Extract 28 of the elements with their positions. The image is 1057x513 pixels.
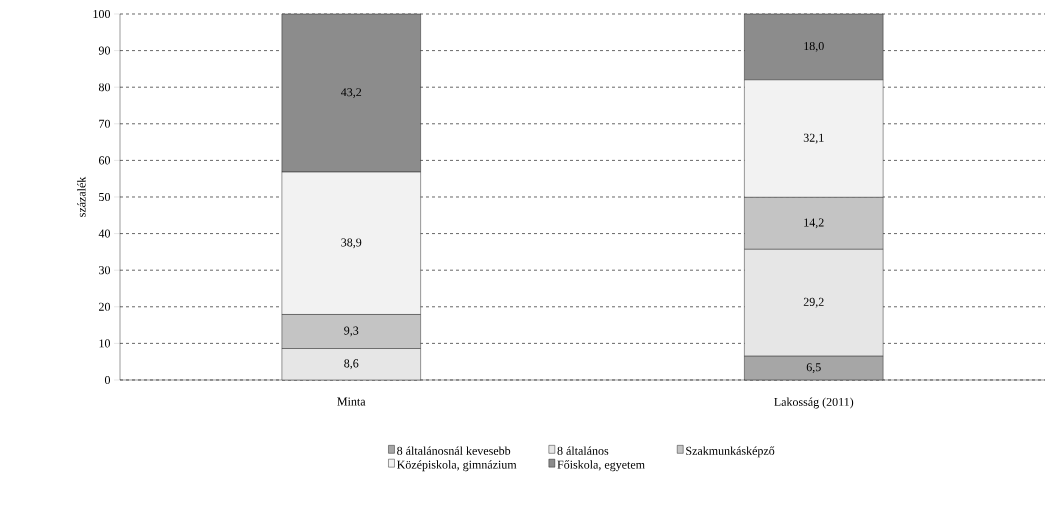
y-tick-label: 10 [99, 339, 111, 348]
x-tick-label: Lakosság (2011) [774, 397, 854, 409]
x-tick-label: Minta [337, 397, 366, 406]
y-tick-label: 80 [98, 83, 111, 92]
data-label: 9,3 [344, 326, 359, 337]
y-tick-label: 100 [93, 9, 111, 19]
y-tick-label: 50 [99, 192, 111, 202]
legend-label: 8 általánosnál kevesebb [397, 446, 511, 455]
legend-label: Középiskola, gimnázium [397, 460, 517, 472]
data-label: 14,2 [804, 218, 824, 229]
data-label: 18,0 [804, 42, 824, 52]
legend-label: Szakmunkásképző [686, 446, 775, 458]
y-tick-label: 70 [99, 119, 111, 128]
data-label: 43,2 [340, 88, 362, 98]
y-tick-label: 90 [98, 46, 111, 55]
legend-label: Főiskola, egyetem [557, 460, 645, 472]
y-tick-label: 30 [99, 266, 111, 275]
y-tick-label: 20 [99, 302, 111, 311]
y-tick-label: 0 [104, 375, 111, 385]
legend-label: 8 általános [557, 446, 609, 455]
y-tick-label: 40 [98, 229, 111, 238]
data-label: 6,5 [806, 363, 821, 373]
data-label: 8,6 [344, 359, 359, 370]
data-label: 38,9 [341, 238, 362, 249]
y-axis-title: százalék [77, 176, 86, 217]
data-label: 29,2 [803, 297, 824, 308]
y-tick-label: 60 [98, 156, 111, 165]
data-label: 32,1 [803, 133, 824, 144]
